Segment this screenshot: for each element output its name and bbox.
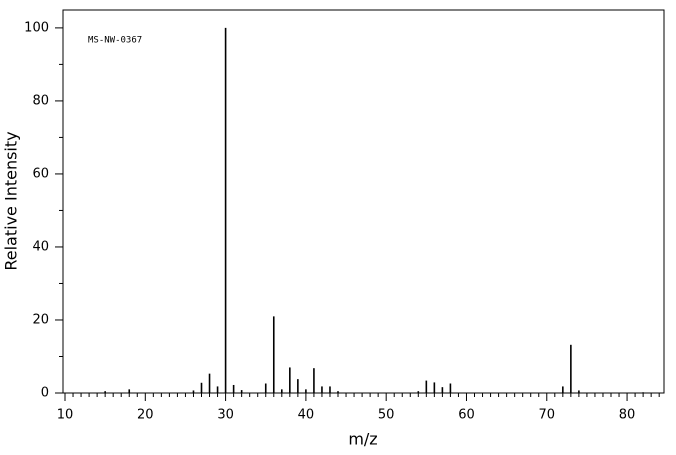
y-tick-label: 60 <box>32 166 49 181</box>
y-tick-label: 80 <box>32 93 49 108</box>
x-axis-title: m/z <box>348 430 377 449</box>
y-axis-title: Relative Intensity <box>2 131 21 270</box>
x-tick-label: 60 <box>458 408 475 423</box>
plot-frame <box>62 9 665 394</box>
x-tick-label: 50 <box>378 408 395 423</box>
annotation: MS-NW-0367 <box>88 36 142 46</box>
y-tick-label: 100 <box>24 20 49 35</box>
y-tick-label: 40 <box>32 239 49 254</box>
y-tick-label: 20 <box>32 312 49 327</box>
x-tick-label: 80 <box>619 408 636 423</box>
x-tick-label: 40 <box>298 408 315 423</box>
x-tick-label: 30 <box>217 408 234 423</box>
y-tick-label: 0 <box>41 386 49 401</box>
x-tick-label: 70 <box>538 408 555 423</box>
x-tick-label: 10 <box>57 408 74 423</box>
x-tick-label: 20 <box>137 408 154 423</box>
